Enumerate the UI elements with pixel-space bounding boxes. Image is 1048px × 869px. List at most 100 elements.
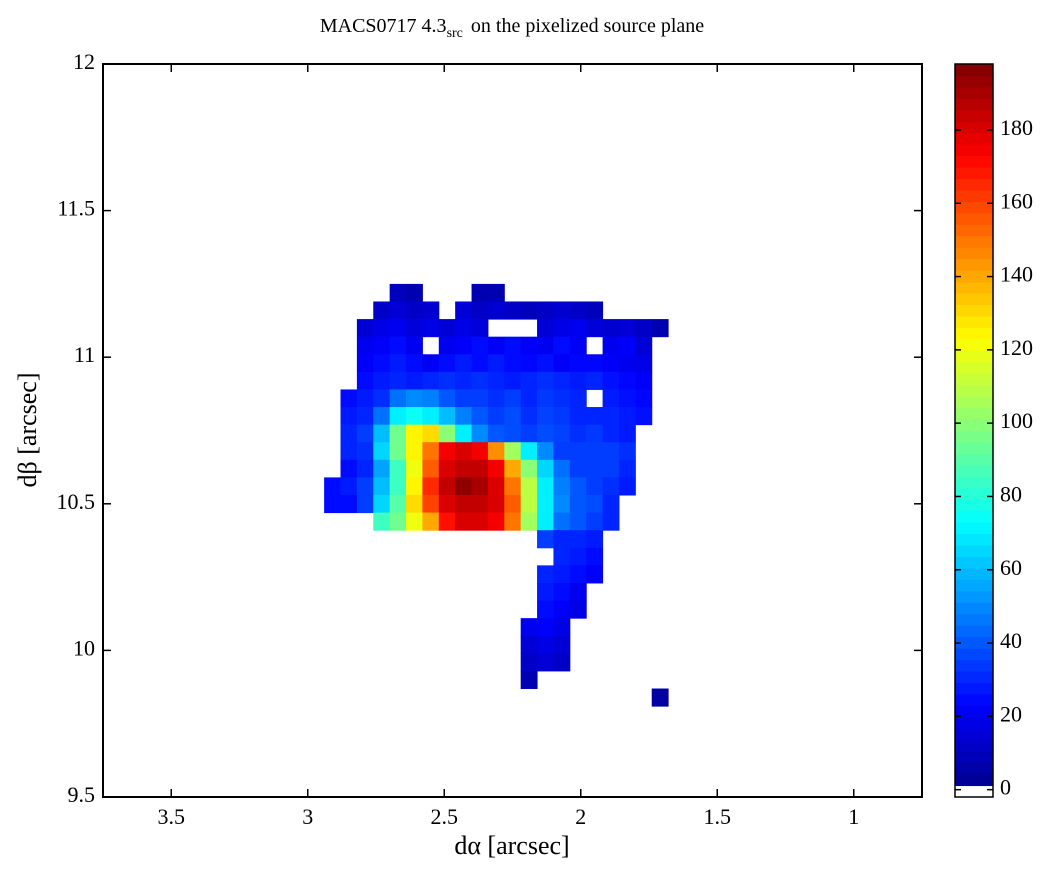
heatmap-cell	[586, 407, 604, 426]
heatmap-cell	[553, 459, 571, 478]
heatmap-cell	[537, 512, 554, 531]
heatmap-cell	[569, 530, 587, 549]
heatmap-cell	[340, 495, 358, 514]
heatmap-cell	[553, 565, 571, 584]
plot-frame	[102, 63, 923, 798]
heatmap-cell	[422, 407, 440, 426]
colorbar-segment	[955, 373, 993, 386]
heatmap-cell	[635, 371, 653, 390]
colorbar-segment	[955, 567, 993, 580]
colorbar-segment	[955, 785, 993, 798]
heatmap-cell	[471, 495, 489, 514]
heatmap-cell	[586, 477, 604, 496]
heatmap-cell	[504, 301, 522, 320]
heatmap-cell	[602, 319, 620, 338]
heatmap-cell	[340, 407, 358, 426]
heatmap-cell	[389, 336, 407, 355]
colorbar-segment	[955, 98, 993, 111]
heatmap-cell	[504, 354, 522, 373]
heatmap-cell	[487, 424, 505, 443]
heatmap-cell	[602, 389, 620, 408]
heatmap-cell	[438, 477, 456, 496]
colorbar-segment	[955, 774, 993, 787]
colorbar-segment	[955, 315, 993, 328]
colorbar-segment	[955, 430, 993, 443]
heatmap-cell	[406, 424, 423, 443]
heatmap-cell	[455, 424, 473, 443]
colorbar-segment	[955, 613, 993, 626]
y-tick-label: 10.5	[57, 489, 96, 514]
x-tick-label: 3.5	[158, 804, 186, 829]
heatmap-cell	[602, 371, 620, 390]
colorbar-segment	[955, 327, 993, 340]
heatmap-cell	[553, 547, 571, 566]
colorbar-segment	[955, 671, 993, 683]
heatmap-cell	[455, 336, 473, 355]
heatmap-cell	[373, 336, 391, 355]
y-axis-label: dβ [arcsec]	[13, 373, 42, 488]
colorbar-tick-label: 80	[1000, 482, 1022, 507]
heatmap-cell	[553, 653, 571, 672]
colorbar-segment	[955, 693, 993, 706]
heatmap-cell	[602, 407, 620, 426]
heatmap-cell	[422, 301, 440, 320]
heatmap-cell	[471, 477, 489, 496]
heatmap-cell	[487, 283, 505, 302]
colorbar-segment	[955, 659, 993, 672]
heatmap-cell	[586, 495, 604, 514]
heatmap-cell	[406, 477, 423, 496]
heatmap-cell	[520, 354, 538, 373]
heatmap-cell	[340, 442, 358, 461]
heatmap-cell	[553, 530, 571, 549]
heatmap-cell	[537, 495, 554, 514]
colorbar-segment	[955, 464, 993, 477]
colorbar-segment	[955, 487, 993, 500]
heatmap-cell	[422, 459, 440, 478]
heatmap-cell	[635, 354, 653, 373]
heatmap-cell	[406, 442, 423, 461]
heatmap-cell	[389, 301, 407, 320]
heatmap-cell	[373, 424, 391, 443]
heatmap-cell	[569, 512, 587, 531]
heatmap-cell	[438, 389, 456, 408]
heatmap-cell	[586, 442, 604, 461]
heatmap-cell	[373, 371, 391, 390]
heatmap-cell	[537, 371, 554, 390]
heatmap-cell	[553, 495, 571, 514]
y-tick-label: 11	[74, 342, 95, 367]
heatmap-cell	[373, 301, 391, 320]
heatmap-cell	[389, 495, 407, 514]
heatmap-cell	[504, 371, 522, 390]
heatmap-cell	[389, 371, 407, 390]
heatmap-cell	[520, 477, 538, 496]
heatmap-cell	[602, 512, 620, 531]
heatmap-cell	[373, 354, 391, 373]
heatmap-cell	[487, 301, 505, 320]
colorbar-segment	[955, 270, 993, 283]
heatmap-cell	[618, 371, 636, 390]
heatmap-cell	[438, 371, 456, 390]
heatmap-cell	[438, 319, 456, 338]
heatmap-cell	[487, 389, 505, 408]
colorbar-segment	[955, 522, 993, 535]
heatmap-cell	[602, 459, 620, 478]
heatmap-cell	[487, 459, 505, 478]
heatmap-cell	[455, 389, 473, 408]
heatmap-cell	[569, 495, 587, 514]
colorbar-segment	[955, 293, 993, 306]
heatmap-cell	[520, 635, 538, 654]
heatmap-cell	[356, 371, 374, 390]
y-tick-label: 12	[73, 49, 95, 74]
heatmap-cell	[389, 424, 407, 443]
heatmap-cell	[455, 407, 473, 426]
colorbar-segment	[955, 545, 993, 557]
heatmap-cell	[471, 354, 489, 373]
colorbar-segment	[955, 441, 993, 454]
heatmap-cell	[635, 407, 653, 426]
colorbar-segment	[955, 189, 993, 202]
colorbar-segment	[955, 453, 993, 466]
heatmap-cell	[504, 442, 522, 461]
heatmap-cell	[569, 319, 587, 338]
colorbar-segment	[955, 636, 993, 649]
